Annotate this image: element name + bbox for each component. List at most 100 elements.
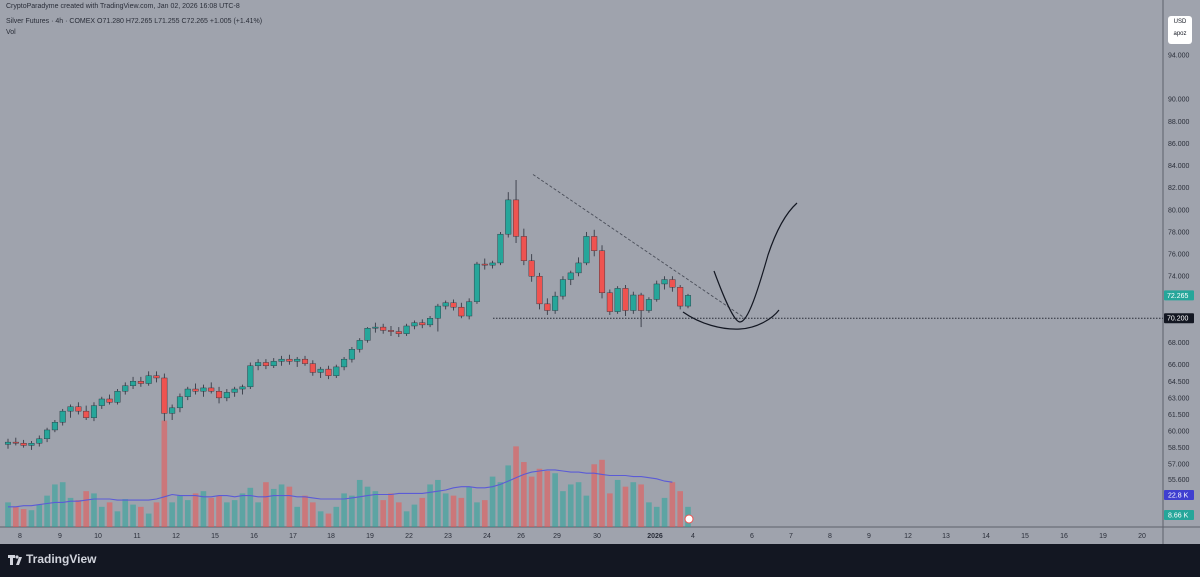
volume-bar (435, 479, 441, 527)
volume-bar (208, 497, 215, 527)
support-price-badge (1164, 313, 1194, 324)
footer-brand: TradingView (26, 552, 97, 566)
volume-bar (442, 493, 449, 527)
volume-bar (497, 482, 504, 527)
candle-body (239, 386, 246, 390)
symbol-name[interactable]: Silver Futures · 4h · COMEX (6, 18, 96, 25)
candle-body (67, 406, 74, 412)
volume-bar (653, 506, 660, 527)
volume-bar (302, 495, 308, 527)
time-tick-label: 9 (867, 533, 871, 540)
time-tick-label: 15 (211, 533, 219, 540)
volume-bar (130, 504, 136, 527)
volume-bar (583, 495, 590, 527)
candle-body (200, 387, 207, 392)
volume-bar (192, 493, 199, 527)
time-tick-label: 6 (750, 533, 754, 540)
volume-bar (67, 497, 74, 527)
candle-body (122, 385, 129, 392)
time-tick-label: 4 (691, 533, 695, 540)
volume-bar (28, 510, 35, 527)
price-tick-label: 94.000 (1168, 53, 1190, 60)
time-tick-label: 14 (982, 533, 990, 540)
candle-body (341, 358, 348, 368)
candle-body (364, 327, 371, 341)
candle-body (169, 407, 176, 414)
volume-bar (91, 493, 97, 527)
volume-bar (380, 500, 386, 527)
price-axis: 94.000 90.000 88.000 86.000 84.000 82.000 80.0… (1164, 53, 1194, 520)
candle-body (90, 405, 97, 418)
candle-body (473, 263, 480, 302)
candle-body (630, 294, 637, 311)
volume-bar (333, 506, 340, 527)
time-tick-label: 19 (1099, 533, 1107, 540)
candle-body (294, 358, 301, 362)
candle-body (638, 294, 645, 311)
time-tick-label: 10 (94, 533, 102, 540)
volume-bar (239, 493, 246, 527)
time-tick-label: 2026 (647, 533, 663, 540)
price-tick-label: 84.000 (1168, 163, 1190, 170)
price-tick-label: 68.000 (1168, 340, 1190, 347)
candle-body (192, 388, 199, 392)
volume-bar (200, 491, 207, 527)
symbol-info[interactable]: Silver Futures · 4h · COMEX O71.280 H72.… (6, 18, 262, 25)
candle-body (606, 292, 613, 312)
volume-bar (286, 486, 293, 527)
time-tick-label: 26 (517, 533, 525, 540)
volume-label[interactable]: Vol (6, 29, 16, 36)
candle-body (176, 396, 183, 409)
volume-badge (1164, 510, 1194, 520)
volume-bar (560, 491, 566, 527)
candle-body (669, 279, 676, 288)
candle-body (161, 377, 168, 414)
candle-body (208, 387, 215, 392)
volume-bar (325, 513, 332, 527)
candle-body (137, 381, 144, 384)
volume-bar (677, 491, 683, 527)
projection-v-path (713, 202, 798, 323)
candle-body (536, 276, 543, 305)
candle-body (520, 236, 527, 261)
volume-bar (114, 511, 121, 527)
candle-body (153, 375, 160, 379)
volume-bar (521, 462, 527, 527)
volume-bar (599, 459, 605, 527)
price-tick-label: 66.000 (1168, 362, 1190, 369)
candle-body (75, 406, 82, 412)
price-tick-label: 55.600 (1168, 477, 1190, 484)
last-price-badge (1164, 290, 1194, 301)
volume-bar (59, 482, 66, 527)
volume-bar (106, 502, 113, 527)
candle-body (653, 283, 660, 300)
time-tick-label: 9 (58, 533, 62, 540)
candle-body (677, 287, 684, 307)
candle-body (552, 295, 559, 311)
volume-bar (481, 500, 488, 527)
currency-code: USD (1173, 19, 1187, 25)
candle-body (333, 366, 340, 376)
time-tick-label: 30 (593, 533, 601, 540)
candle-body (481, 263, 488, 266)
currency-selector[interactable]: USD apoz (1168, 16, 1192, 44)
candle-body (4, 441, 12, 445)
time-tick-label: 7 (789, 533, 793, 540)
volume-bar (13, 506, 19, 527)
ohlc-values: O71.280 H72.265 L71.255 C72.265 +1.005 (… (97, 18, 263, 25)
volume-bar (450, 495, 457, 527)
time-tick-label: 29 (553, 533, 561, 540)
candle-body (130, 381, 137, 386)
volume-bar (661, 497, 668, 527)
credit-line: CryptoParadyme created with TradingView.… (6, 3, 240, 10)
price-tick-label: 76.000 (1168, 252, 1190, 259)
volume-bar (184, 500, 191, 527)
tradingview-logo-icon (8, 555, 22, 565)
volume-bar (5, 502, 11, 527)
trend-line (532, 174, 746, 319)
price-tick-label: 61.500 (1168, 412, 1190, 419)
price-tick-label: 86.000 (1168, 141, 1190, 148)
time-tick-label: 13 (942, 533, 950, 540)
volume-bar (372, 491, 379, 527)
